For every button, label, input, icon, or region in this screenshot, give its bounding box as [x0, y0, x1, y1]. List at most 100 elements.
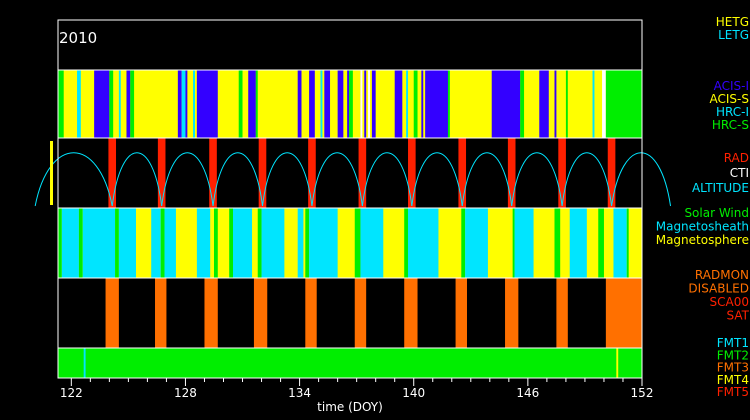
rad-zone	[558, 138, 566, 208]
legend-label: SAT	[727, 309, 750, 323]
environment-segment	[360, 208, 384, 278]
legend-label: FMT3	[717, 361, 749, 375]
year-label: 2010	[59, 29, 97, 47]
x-tick-label: 122	[60, 386, 83, 400]
altitude-curve	[461, 152, 513, 207]
instrument-segment	[297, 70, 302, 138]
instrument-segment	[592, 70, 595, 138]
instrument-segment	[126, 70, 131, 138]
instrument-segment	[413, 70, 418, 138]
environment-segment	[160, 208, 165, 278]
x-tick-label: 140	[402, 386, 425, 400]
x-tick-label: 134	[288, 386, 311, 400]
instrument-segment	[181, 70, 186, 138]
instrument-segment	[554, 70, 557, 138]
instrument-segment	[77, 70, 81, 138]
legend-label: DISABLED	[688, 282, 749, 296]
instrument-segment	[94, 70, 110, 138]
environment-segment	[404, 208, 409, 278]
environment-segment	[465, 208, 488, 278]
altitude-curve	[561, 152, 613, 207]
rad-zone	[308, 138, 316, 208]
legend-label: ACIS-I	[714, 79, 749, 93]
instrument-segment	[491, 70, 521, 138]
legend-label: HRC-S	[712, 118, 749, 132]
rad-zone	[408, 138, 416, 208]
radmon-disabled-band	[253, 278, 268, 348]
altitude-curve	[411, 152, 463, 207]
instrument-segment	[394, 70, 403, 138]
legend-label: CTI	[730, 166, 749, 180]
instrument-segment	[349, 70, 353, 138]
environment-segment	[354, 208, 361, 278]
environment-segment	[164, 208, 176, 278]
environment-segment	[626, 208, 629, 278]
instrument-segment	[337, 70, 344, 138]
instrument-segment	[193, 70, 195, 138]
environment-segment	[512, 208, 515, 278]
instrument-segment	[371, 70, 376, 138]
altitude-curve	[111, 152, 163, 207]
rad-zone	[458, 138, 467, 208]
environment-segment	[58, 208, 62, 278]
radmon-disabled-band	[556, 278, 568, 348]
altitude-curve	[261, 152, 313, 207]
legend-label: Magnetosheath	[656, 220, 749, 234]
instrument-segment	[520, 70, 525, 138]
legend-label: Magnetosphere	[656, 233, 749, 247]
panel-frames	[57, 19, 643, 379]
x-tick-label: 128	[174, 386, 197, 400]
rad-zone	[108, 138, 117, 208]
environment-segment	[514, 208, 534, 278]
x-axis: 122 128 134 140 146 152	[60, 378, 653, 400]
environment-segment	[82, 208, 116, 278]
instrument-segment	[177, 70, 182, 138]
instrument-segment	[238, 70, 243, 138]
legend-label: SCA00	[710, 295, 749, 309]
legend-label: FMT5	[717, 385, 749, 399]
environment-base-band	[58, 208, 642, 278]
radiation-overlay	[34, 138, 672, 208]
radmon-disabled-band	[105, 278, 119, 348]
instrument-segment	[130, 70, 135, 138]
legend-label: Solar Wind	[684, 206, 749, 220]
legend-label: HRC-I	[716, 105, 749, 119]
altitude-curve	[212, 152, 263, 207]
chart-bands	[58, 70, 642, 378]
environment-segment	[554, 208, 561, 278]
radmon-disabled-band	[455, 278, 467, 348]
environment-segment	[613, 208, 627, 278]
environment-segment	[229, 208, 234, 278]
format-marker	[616, 348, 619, 378]
instrument-segment	[118, 70, 121, 138]
instrument-segment	[605, 70, 642, 138]
format-marker	[83, 348, 86, 378]
instrument-segment	[602, 70, 606, 138]
environment-segment	[213, 208, 218, 278]
instrument-segment	[248, 70, 256, 138]
legend-label: FMT1	[717, 336, 749, 350]
instrument-segment	[364, 70, 367, 138]
instrument-segment	[360, 70, 363, 138]
environment-segment	[196, 208, 211, 278]
environment-segment	[257, 208, 262, 278]
instrument-segment	[425, 70, 448, 138]
instrument-segment	[565, 70, 568, 138]
rad-zone	[157, 138, 166, 208]
instrument-segment	[324, 70, 331, 138]
radmon-disabled-band	[354, 278, 367, 348]
legend-label: LETG	[718, 28, 749, 42]
instrument-segment	[421, 70, 424, 138]
altitude-curve	[34, 152, 113, 207]
environment-segment	[297, 208, 304, 278]
format-base-band	[58, 348, 642, 378]
instrument-segment	[368, 70, 370, 138]
legend-label: RADMON	[695, 268, 749, 282]
instrument-segment	[109, 70, 114, 138]
rad-zone	[607, 138, 616, 208]
radmon-disabled-band	[605, 278, 642, 348]
rad-zone	[507, 138, 516, 208]
radmon-disabled-band	[155, 278, 167, 348]
instrument-segment	[347, 70, 350, 138]
